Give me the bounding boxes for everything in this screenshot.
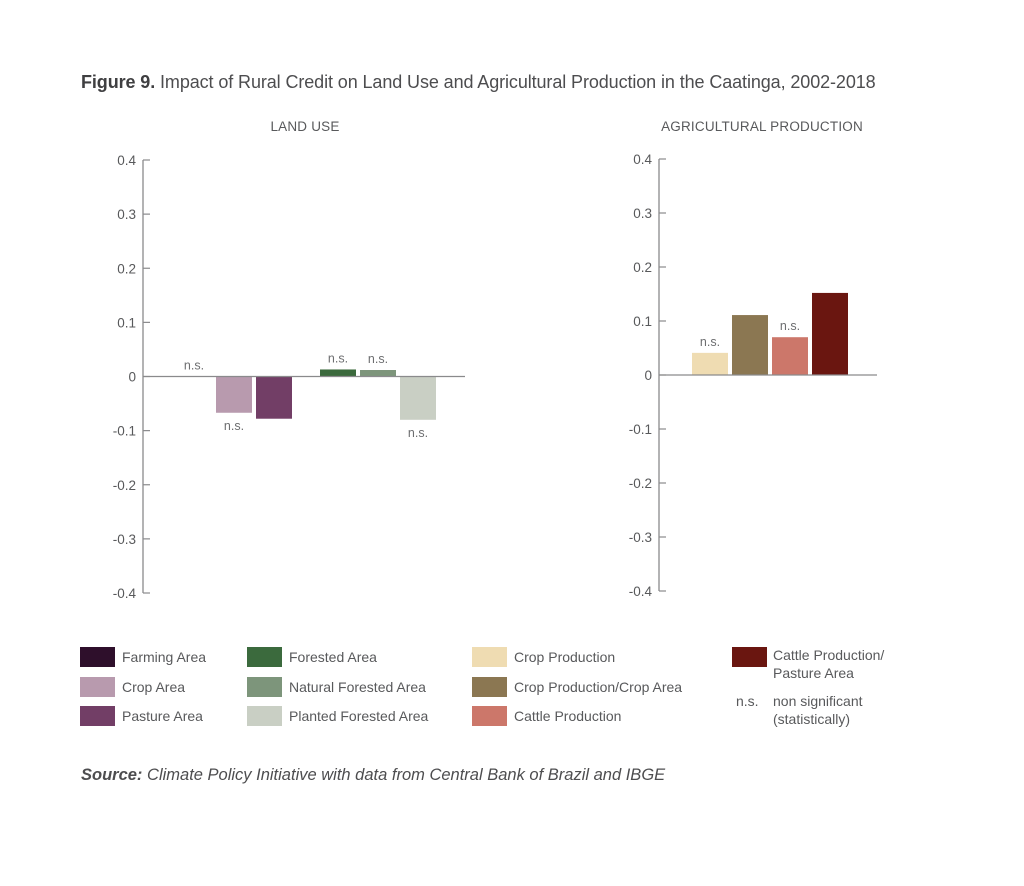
legend-label: Natural Forested Area: [289, 679, 426, 695]
source-text: Climate Policy Initiative with data from…: [142, 766, 666, 784]
source-label: Source:: [81, 766, 143, 784]
y-tick-label: 0.4: [117, 153, 136, 168]
y-tick-label: -0.4: [113, 586, 137, 601]
bar-cattle-production: [772, 337, 808, 375]
figure-title: Figure 9. Impact of Rural Credit on Land…: [81, 72, 876, 93]
ns-label: n.s.: [780, 319, 800, 333]
legend-swatch: [247, 647, 282, 667]
legend-label: Crop Production/Crop Area: [514, 679, 683, 695]
bar-cattle-production-pasture-area: [812, 292, 848, 375]
figure-label: Figure 9.: [81, 72, 156, 92]
legend-swatch: [80, 677, 115, 697]
legend-swatch: [472, 677, 507, 697]
y-tick-label: -0.2: [629, 476, 652, 491]
bar-crop-production-crop-area: [732, 315, 768, 375]
y-tick-label: 0.4: [633, 152, 652, 167]
y-tick-label: 0.1: [633, 314, 652, 329]
legend-swatch: [247, 706, 282, 726]
legend-label-line1: Cattle Production/: [773, 647, 885, 663]
y-tick-label: 0.3: [117, 207, 136, 222]
agricultural-production-chart: AGRICULTURAL PRODUCTION 0.4 0.3 0.2 0.1 0 -0.…: [629, 119, 877, 599]
ns-description-line1: non significant: [773, 693, 863, 709]
ns-description: non significant (statistically): [773, 692, 863, 728]
legend-swatch: [247, 677, 282, 697]
legend-swatch: [80, 647, 115, 667]
bar-pasture-area: [256, 376, 292, 419]
bar-forested-area: [320, 369, 356, 377]
y-tick-label: -0.2: [113, 478, 136, 493]
y-tick-label: -0.1: [113, 424, 136, 439]
ns-description-line2: (statistically): [773, 711, 851, 727]
ns-label: n.s.: [408, 426, 428, 440]
ns-label: n.s.: [368, 352, 388, 366]
legend-label: Forested Area: [289, 649, 377, 665]
legend-label: Farming Area: [122, 649, 207, 665]
ns-label: n.s.: [224, 419, 244, 433]
figure-title-text: Impact of Rural Credit on Land Use and A…: [155, 72, 876, 92]
legend-label: Pasture Area: [122, 708, 203, 724]
legend-label: Crop Production: [514, 649, 616, 665]
y-tick-label: 0: [128, 370, 136, 385]
y-tick-label: -0.3: [629, 530, 652, 545]
y-tick-label: 0.2: [117, 261, 136, 276]
bar-crop-production: [692, 352, 728, 375]
legend-swatch: [472, 706, 507, 726]
y-tick-label: -0.1: [629, 422, 652, 437]
y-tick-label: 0.2: [633, 260, 652, 275]
y-tick-label: -0.4: [629, 584, 653, 599]
legend-label: Cattle Production/ Pasture Area: [773, 646, 884, 682]
legend-label: Planted Forested Area: [289, 708, 429, 724]
ns-label: n.s.: [184, 359, 204, 373]
land-use-title: LAND USE: [270, 119, 339, 134]
bar-crop-area: [216, 376, 252, 413]
y-tick-label: 0: [644, 368, 652, 383]
legend-swatch: [472, 647, 507, 667]
y-tick-label: 0.3: [633, 206, 652, 221]
ns-label: n.s.: [328, 351, 348, 365]
agricultural-production-title: AGRICULTURAL PRODUCTION: [661, 119, 863, 134]
legend-label-line2: Pasture Area: [773, 665, 854, 681]
land-use-chart: LAND USE 0.4 0.3 0.2 0.1 0 -0.1 -0.2 -0.3 -0.4 n.…: [113, 119, 465, 601]
legend-label: Crop Area: [122, 679, 186, 695]
legend-label: Cattle Production: [514, 708, 622, 724]
bar-natural-forested-area: [360, 370, 396, 377]
ns-marker: n.s.: [736, 693, 759, 709]
bar-planted-forested-area: [400, 376, 436, 420]
legend-swatch: [80, 706, 115, 726]
y-tick-label: -0.3: [113, 532, 136, 547]
legend-swatch: [732, 647, 767, 667]
source-note: Source: Climate Policy Initiative with d…: [81, 766, 665, 785]
ns-label: n.s.: [700, 335, 720, 349]
y-tick-label: 0.1: [117, 315, 136, 330]
